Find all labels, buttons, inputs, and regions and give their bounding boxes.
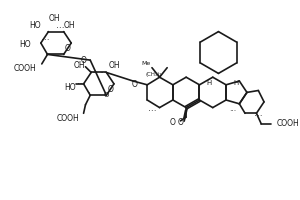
Text: Me: Me <box>142 61 151 66</box>
Text: OH: OH <box>74 61 85 70</box>
Text: O: O <box>178 118 183 127</box>
Text: ···: ··· <box>92 69 98 78</box>
Text: ···: ··· <box>148 107 156 116</box>
Text: (CH₃)₂: (CH₃)₂ <box>146 72 162 77</box>
Text: ···: ··· <box>56 24 65 33</box>
Text: O: O <box>107 85 113 94</box>
Text: O: O <box>132 80 138 89</box>
Text: HO: HO <box>20 40 31 49</box>
Text: O: O <box>64 44 70 53</box>
Text: ··: ·· <box>77 79 84 89</box>
Text: ···: ··· <box>229 107 236 116</box>
Text: OH: OH <box>64 21 75 30</box>
Text: COOH: COOH <box>13 64 36 73</box>
Text: COOH: COOH <box>276 119 299 128</box>
Text: ···: ··· <box>41 36 50 45</box>
Text: O: O <box>81 56 86 65</box>
Text: H: H <box>206 80 211 86</box>
Text: O: O <box>104 92 109 98</box>
Text: O: O <box>170 118 176 127</box>
Text: H: H <box>233 80 238 86</box>
Text: OH: OH <box>48 14 60 23</box>
Text: OH: OH <box>108 61 120 70</box>
Text: ·: · <box>86 87 90 100</box>
Text: COOH: COOH <box>57 114 80 123</box>
Text: HO: HO <box>64 83 76 92</box>
Text: ···: ··· <box>254 113 262 122</box>
Text: ···: ··· <box>99 69 106 78</box>
Text: HO: HO <box>29 21 41 30</box>
